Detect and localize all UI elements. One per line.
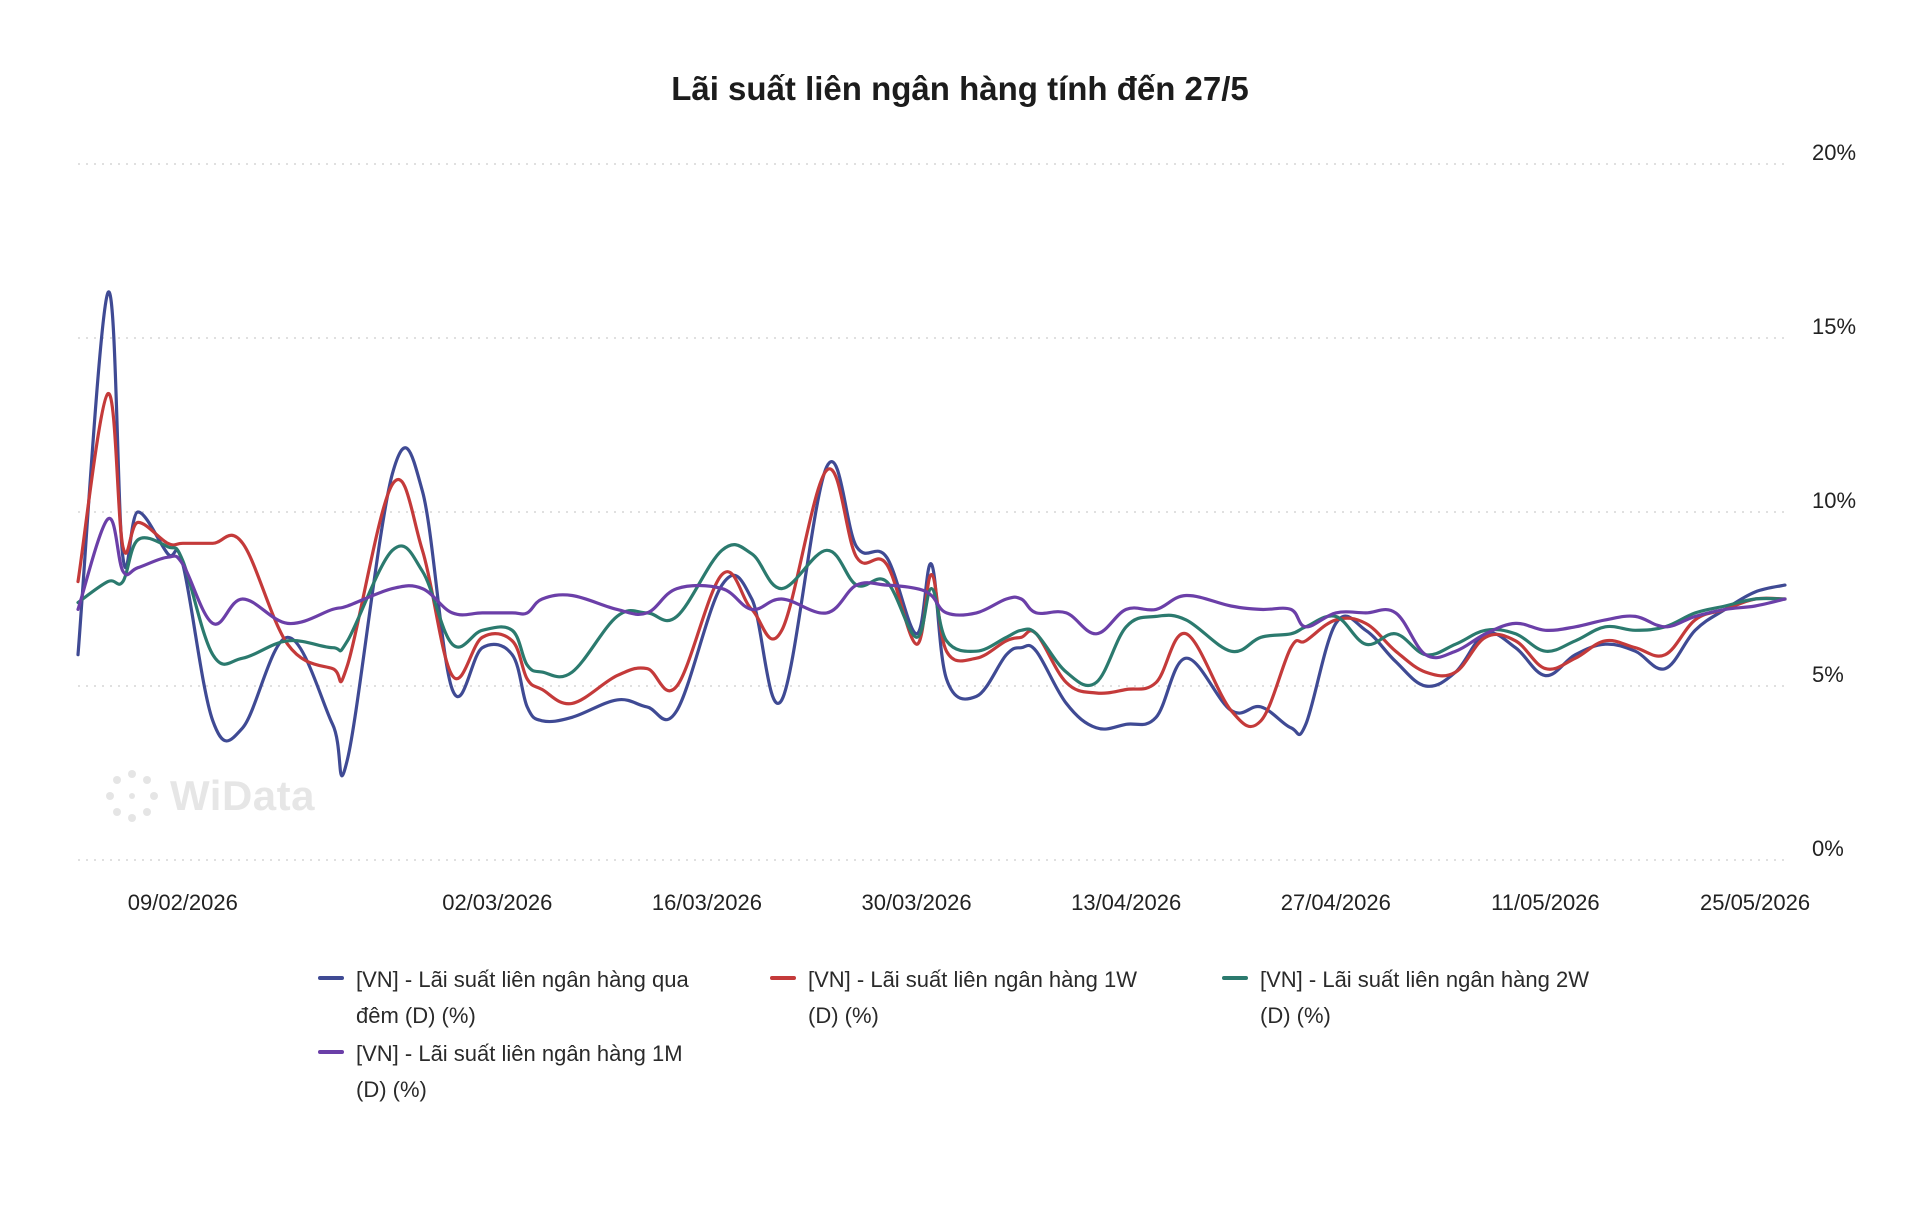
- watermark-text: WiData: [170, 772, 315, 819]
- legend-item[interactable]: [VN] - Lãi suất liên ngân hàng 1W (D) (%…: [770, 962, 1170, 1034]
- widata-logo-icon: [106, 770, 158, 822]
- y-tick-label: 0%: [1812, 836, 1844, 861]
- legend-label: [VN] - Lãi suất liên ngân hàng 2W (D) (%…: [1260, 967, 1589, 1028]
- legend-swatch: [1222, 976, 1248, 980]
- legend-label: [VN] - Lãi suất liên ngân hàng 1M (D) (%…: [356, 1041, 683, 1102]
- legend-item[interactable]: [VN] - Lãi suất liên ngân hàng qua đêm (…: [318, 962, 698, 1034]
- legend-item[interactable]: [VN] - Lãi suất liên ngân hàng 1M (D) (%…: [318, 1036, 718, 1108]
- legend-item[interactable]: [VN] - Lãi suất liên ngân hàng 2W (D) (%…: [1222, 962, 1622, 1034]
- y-tick-label: 10%: [1812, 488, 1856, 513]
- legend-swatch: [318, 976, 344, 980]
- series-line-4: [76, 517, 1787, 660]
- y-tick-label: 5%: [1812, 662, 1844, 687]
- y-axis: 0% 5% 10% 15% 20%: [1812, 140, 1856, 861]
- x-tick-label: 25/05/2026: [1700, 890, 1810, 915]
- x-axis: 09/02/2026 02/03/2026 16/03/2026 30/03/2026…: [128, 890, 1810, 915]
- legend-label: [VN] - Lãi suất liên ngân hàng qua đêm (…: [356, 967, 689, 1028]
- gridlines: [78, 163, 1790, 861]
- x-tick-label: 16/03/2026: [652, 890, 762, 915]
- x-tick-label: 11/05/2026: [1491, 890, 1599, 915]
- series-line-1: [76, 290, 1787, 778]
- x-tick-label: 27/04/2026: [1281, 890, 1391, 915]
- series-line-3: [76, 536, 1787, 688]
- legend-swatch: [318, 1050, 344, 1054]
- y-tick-label: 15%: [1812, 314, 1856, 339]
- y-tick-label: 20%: [1812, 140, 1856, 165]
- watermark: WiData: [104, 768, 315, 824]
- series-lines: [76, 290, 1787, 778]
- x-tick-label: 02/03/2026: [442, 890, 552, 915]
- legend-swatch: [770, 976, 796, 980]
- x-tick-label: 13/04/2026: [1071, 890, 1181, 915]
- x-tick-label: 30/03/2026: [861, 890, 971, 915]
- x-tick-label: 09/02/2026: [128, 890, 238, 915]
- chart-title: Lãi suất liên ngân hàng tính đến 27/5: [671, 70, 1249, 107]
- series-line-2: [76, 392, 1787, 729]
- legend-label: [VN] - Lãi suất liên ngân hàng 1W (D) (%…: [808, 967, 1137, 1028]
